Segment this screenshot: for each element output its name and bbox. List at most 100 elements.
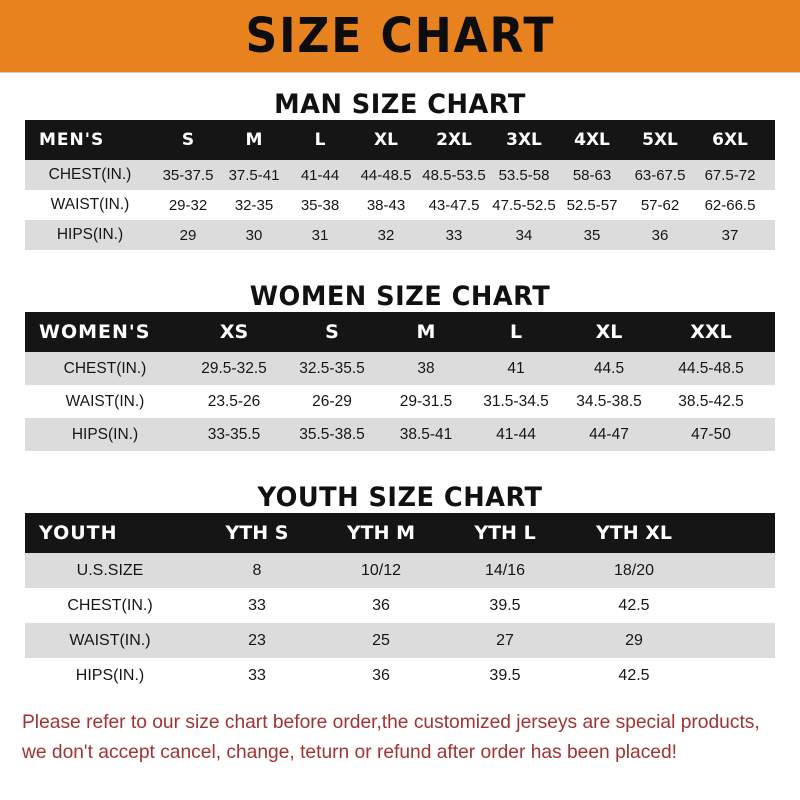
men-chest-2xl: 48.5-53.5	[419, 160, 489, 190]
youth-ussize-xl: 18/20	[567, 553, 701, 588]
women-waist-xs: 23.5-26	[185, 385, 283, 418]
men-hips-5xl: 36	[625, 220, 695, 250]
men-waist-m: 32-35	[221, 190, 287, 220]
youth-chest-l: 39.5	[443, 588, 567, 623]
youth-size-table: YOUTH YTH S YTH M YTH L YTH XL U.S.SIZE …	[25, 513, 775, 693]
women-col-header-m: M	[381, 312, 471, 352]
table-row: WAIST(IN.) 23 25 27 29	[25, 623, 775, 658]
men-waist-3xl: 47.5-52.5	[489, 190, 559, 220]
women-chest-pad	[765, 352, 775, 385]
men-col-header-6xl: 6XL	[695, 120, 765, 160]
men-rowlabel-header: MEN'S	[25, 120, 155, 160]
page-banner: SIZE CHART	[0, 0, 800, 73]
women-hips-s: 35.5-38.5	[283, 418, 381, 451]
women-size-table: WOMEN'S XS S M L XL XXL CHEST(IN.) 29.5-…	[25, 312, 775, 451]
men-hips-m: 30	[221, 220, 287, 250]
men-header-row: MEN'S S M L XL 2XL 3XL 4XL 5XL 6XL	[25, 120, 775, 160]
women-waist-s: 26-29	[283, 385, 381, 418]
youth-waist-m: 25	[319, 623, 443, 658]
women-hips-xxl: 47-50	[657, 418, 765, 451]
youth-row-label-us-size: U.S.SIZE	[25, 553, 195, 588]
women-waist-pad	[765, 385, 775, 418]
youth-ussize-m: 10/12	[319, 553, 443, 588]
men-col-header-s: S	[155, 120, 221, 160]
women-chest-xs: 29.5-32.5	[185, 352, 283, 385]
women-chest-s: 32.5-35.5	[283, 352, 381, 385]
men-waist-4xl: 52.5-57	[559, 190, 625, 220]
men-header-pad	[765, 120, 775, 160]
women-waist-m: 29-31.5	[381, 385, 471, 418]
table-row: HIPS(IN.) 33 36 39.5 42.5	[25, 658, 775, 693]
men-chest-l: 41-44	[287, 160, 353, 190]
youth-header-row: YOUTH YTH S YTH M YTH L YTH XL	[25, 513, 775, 553]
youth-header-pad	[701, 513, 775, 553]
men-chest-3xl: 53.5-58	[489, 160, 559, 190]
youth-hips-xl: 42.5	[567, 658, 701, 693]
table-row: WAIST(IN.) 29-32 32-35 35-38 38-43 43-47…	[25, 190, 775, 220]
men-hips-4xl: 35	[559, 220, 625, 250]
table-row: CHEST(IN.) 33 36 39.5 42.5	[25, 588, 775, 623]
table-row: HIPS(IN.) 29 30 31 32 33 34 35 36 37	[25, 220, 775, 250]
youth-hips-s: 33	[195, 658, 319, 693]
women-waist-xxl: 38.5-42.5	[657, 385, 765, 418]
men-chest-6xl: 67.5-72	[695, 160, 765, 190]
men-hips-pad	[765, 220, 775, 250]
men-size-table-wrap: MEN'S S M L XL 2XL 3XL 4XL 5XL 6XL CHEST…	[25, 120, 775, 259]
section-title-youth: YOUTH SIZE CHART	[257, 482, 543, 513]
men-hips-xl: 32	[353, 220, 419, 250]
disclaimer-line-2: we don't accept cancel, change, teturn o…	[22, 741, 678, 763]
youth-col-header-yth-s: YTH S	[195, 513, 319, 553]
women-rowlabel-header: WOMEN'S	[25, 312, 185, 352]
women-hips-pad	[765, 418, 775, 451]
disclaimer-note: Please refer to our size chart before or…	[22, 707, 767, 767]
men-row-label-chest: CHEST(IN.)	[25, 160, 155, 190]
youth-chest-pad	[701, 588, 775, 623]
men-hips-3xl: 34	[489, 220, 559, 250]
men-row-label-hips: HIPS(IN.)	[25, 220, 155, 250]
youth-col-header-yth-m: YTH M	[319, 513, 443, 553]
women-row-label-hips: HIPS(IN.)	[25, 418, 185, 451]
men-waist-s: 29-32	[155, 190, 221, 220]
women-header-row: WOMEN'S XS S M L XL XXL	[25, 312, 775, 352]
women-hips-l: 41-44	[471, 418, 561, 451]
youth-waist-l: 27	[443, 623, 567, 658]
men-col-header-m: M	[221, 120, 287, 160]
women-chest-xl: 44.5	[561, 352, 657, 385]
men-chest-5xl: 63-67.5	[625, 160, 695, 190]
women-header-pad	[765, 312, 775, 352]
women-table-footer-gap	[25, 451, 775, 460]
table-row: CHEST(IN.) 35-37.5 37.5-41 41-44 44-48.5…	[25, 160, 775, 190]
table-row: HIPS(IN.) 33-35.5 35.5-38.5 38.5-41 41-4…	[25, 418, 775, 451]
women-row-label-waist: WAIST(IN.)	[25, 385, 185, 418]
table-row: CHEST(IN.) 29.5-32.5 32.5-35.5 38 41 44.…	[25, 352, 775, 385]
section-title-women: WOMEN SIZE CHART	[249, 281, 551, 312]
women-col-header-xl: XL	[561, 312, 657, 352]
women-chest-m: 38	[381, 352, 471, 385]
men-chest-4xl: 58-63	[559, 160, 625, 190]
youth-waist-pad	[701, 623, 775, 658]
section-title-man: MAN SIZE CHART	[274, 89, 526, 120]
men-hips-s: 29	[155, 220, 221, 250]
page-title: SIZE CHART	[245, 8, 555, 64]
women-col-header-l: L	[471, 312, 561, 352]
youth-hips-pad	[701, 658, 775, 693]
youth-rowlabel-header: YOUTH	[25, 513, 195, 553]
youth-size-table-wrap: YOUTH YTH S YTH M YTH L YTH XL U.S.SIZE …	[25, 513, 775, 693]
women-waist-xl: 34.5-38.5	[561, 385, 657, 418]
women-col-header-xxl: XXL	[657, 312, 765, 352]
youth-chest-xl: 42.5	[567, 588, 701, 623]
disclaimer-line-1: Please refer to our size chart before or…	[22, 711, 760, 733]
youth-hips-m: 36	[319, 658, 443, 693]
men-waist-6xl: 62-66.5	[695, 190, 765, 220]
youth-chest-m: 36	[319, 588, 443, 623]
women-col-header-s: S	[283, 312, 381, 352]
men-col-header-4xl: 4XL	[559, 120, 625, 160]
youth-waist-xl: 29	[567, 623, 701, 658]
women-chest-xxl: 44.5-48.5	[657, 352, 765, 385]
women-hips-xl: 44-47	[561, 418, 657, 451]
men-waist-l: 35-38	[287, 190, 353, 220]
youth-col-header-yth-l: YTH L	[443, 513, 567, 553]
men-waist-5xl: 57-62	[625, 190, 695, 220]
men-col-header-5xl: 5XL	[625, 120, 695, 160]
men-chest-xl: 44-48.5	[353, 160, 419, 190]
